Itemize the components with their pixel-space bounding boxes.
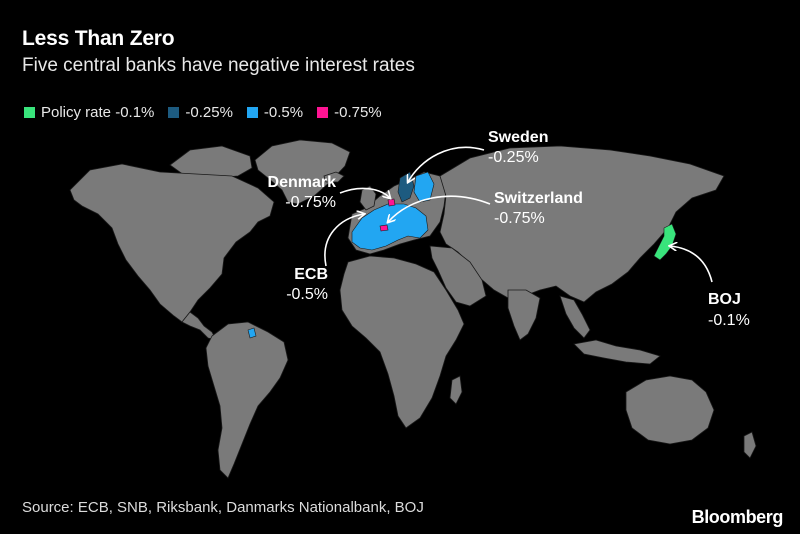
denmark-label: Denmark: [268, 174, 337, 191]
uk: [359, 185, 377, 211]
greenland: [254, 139, 351, 205]
ecb-rate: -0.5%: [286, 286, 328, 303]
madagascar: [449, 375, 463, 405]
boj-rate: -0.1%: [708, 312, 750, 329]
switzerland-rate: -0.75%: [494, 210, 545, 227]
boj-label: BOJ: [708, 291, 741, 308]
legend: Policy rate -0.1% -0.25% -0.5% -0.75%: [24, 104, 396, 121]
india: [507, 289, 541, 341]
chart-title: Less Than Zero: [22, 27, 175, 50]
bloomberg-logo: Bloomberg: [691, 507, 784, 527]
legend-label: -0.5%: [263, 104, 304, 121]
legend-label: -0.75%: [334, 104, 382, 121]
legend-label: Policy rate -0.1%: [41, 104, 155, 121]
indonesia: [573, 339, 661, 365]
source-note: Source: ECB, SNB, Riksbank, Danmarks Nat…: [22, 499, 424, 516]
iceland: [323, 171, 345, 183]
legend-item-policy-rate-0-1: Policy rate -0.1%: [24, 104, 154, 121]
switzerland-region: [379, 224, 389, 232]
boj-arrow: [670, 246, 713, 283]
denmark-region: [387, 198, 396, 207]
legend-swatch-pink: [317, 107, 329, 118]
central-america: [181, 311, 217, 341]
ecb-arrow: [324, 214, 364, 267]
denmark-arrow: [339, 187, 390, 198]
switzerland-arrow: [388, 195, 491, 222]
asia: [439, 145, 725, 303]
southeast-asia: [559, 295, 591, 339]
legend-item-0-5: -0.5%: [246, 104, 304, 121]
sweden-label: Sweden: [488, 129, 548, 146]
legend-label: -0.25%: [185, 104, 233, 121]
sweden-arrow: [408, 146, 485, 182]
middle-east: [429, 245, 487, 307]
new-zealand: [743, 431, 757, 459]
legend-swatch-dark-blue: [168, 107, 180, 118]
legend-swatch-green: [24, 107, 35, 118]
australia: [625, 375, 715, 445]
denmark-rate: -0.75%: [285, 194, 336, 211]
switzerland-label: Switzerland: [494, 190, 583, 207]
eurozone-region: [351, 203, 429, 251]
baltic-finland-region: [413, 171, 435, 203]
ecb-label: ECB: [294, 266, 328, 283]
legend-item-0-25: -0.25%: [168, 104, 233, 121]
sweden-rate: -0.25%: [488, 149, 539, 166]
africa: [339, 255, 465, 429]
chart-subtitle: Five central banks have negative interes…: [22, 55, 415, 76]
north-america: [69, 163, 275, 323]
japan-region: [653, 223, 677, 261]
south-america: [205, 321, 289, 479]
legend-item-0-75: -0.75%: [317, 104, 382, 121]
legend-swatch-light-blue: [246, 107, 258, 118]
french-guiana-region: [247, 327, 257, 339]
